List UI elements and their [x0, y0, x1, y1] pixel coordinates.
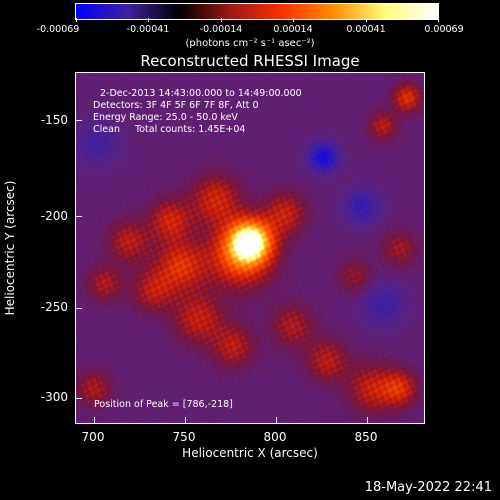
detectors-text: Detectors: 3F 4F 5F 6F 7F 8F, Att 0: [93, 100, 259, 111]
x-tick-mark: [185, 417, 186, 423]
x-tick-label: 800: [263, 430, 287, 444]
colorbar: [75, 3, 439, 20]
plot-title: Reconstructed RHESSI Image: [140, 52, 360, 70]
y-tick-label: -200: [40, 209, 68, 223]
colorbar-unit-label: (photons cm⁻² s⁻¹ asec⁻²): [185, 38, 315, 49]
x-tick-label: 850: [354, 430, 378, 444]
x-tick-label: 700: [81, 430, 105, 444]
y-tick-mark: [76, 120, 82, 121]
colorbar-tick-mark: [148, 18, 149, 22]
render-datestamp: 18-May-2022 22:41: [364, 480, 492, 495]
x-axis-label: Heliocentric X (arcsec): [182, 446, 318, 460]
colorbar-tick-mark: [293, 18, 294, 22]
colorbar-tick-label: 0.00069: [424, 24, 464, 35]
y-tick-mark: [76, 398, 82, 399]
clean-counts-text: Clean Total counts: 1.45E+04: [93, 124, 246, 135]
rhessi-image-plot: 2-Dec-2013 14:43:00.000 to 14:49:00.000 …: [75, 72, 425, 424]
x-tick-mark: [276, 417, 277, 423]
colorbar-tick-label: -0.00069: [36, 24, 80, 35]
colorbar-tick-mark: [438, 18, 439, 22]
colorbar-tick-label: 0.00041: [346, 24, 386, 35]
y-tick-mark: [76, 308, 82, 309]
y-tick-label: -300: [40, 390, 68, 404]
x-tick-mark: [94, 417, 95, 423]
colorbar-tick-mark: [221, 18, 222, 22]
y-axis-label: Heliocentric Y (arcsec): [3, 180, 17, 316]
time-range-text: 2-Dec-2013 14:43:00.000 to 14:49:00.000: [100, 88, 302, 99]
colorbar-tick-label: -0.00014: [199, 24, 243, 35]
colorbar-tick-label: -0.00041: [126, 24, 170, 35]
colorbar-tick-label: 0.00014: [273, 24, 313, 35]
colorbar-tick-mark: [76, 18, 77, 22]
y-tick-mark: [76, 216, 82, 217]
energy-range-text: Energy Range: 25.0 - 50.0 keV: [93, 112, 238, 123]
colorbar-tick-mark: [366, 18, 367, 22]
y-tick-label: -250: [40, 300, 68, 314]
x-tick-label: 750: [172, 430, 196, 444]
y-tick-label: -150: [40, 113, 68, 127]
rhessi-image-heatmap: [76, 73, 424, 423]
peak-position-text: Position of Peak = [786,-218]: [94, 399, 233, 410]
x-tick-mark: [367, 417, 368, 423]
